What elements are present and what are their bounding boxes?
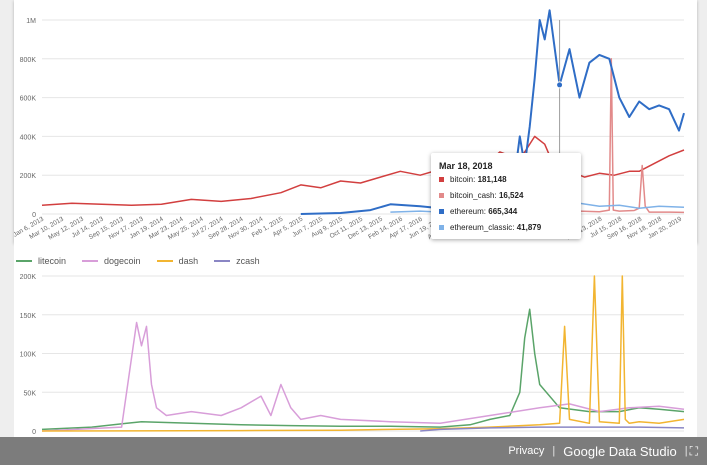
tooltip-row-ethereum: ethereum: 665,344 bbox=[439, 203, 581, 219]
tooltip-row-bitcoin: bitcoin: 181,148 bbox=[439, 171, 581, 187]
tooltip-date: Mar 18, 2018 bbox=[439, 161, 493, 171]
y-tick-label: 600K bbox=[20, 96, 37, 103]
hover-tooltip: Mar 18, 2018 bitcoin: 181,148 bitcoin_ca… bbox=[431, 153, 581, 239]
google-data-studio-link[interactable]: Google Data Studio bbox=[563, 443, 677, 459]
y-tick-label: 0 bbox=[32, 212, 36, 219]
tooltip-row-ethereum-classic: ethereum_classic: 41,879 bbox=[439, 219, 581, 235]
legend-item-litecoin[interactable]: litecoin bbox=[16, 256, 66, 266]
bottom-chart-legend: litecoin dogecoin dash zcash bbox=[16, 256, 276, 266]
bottom-line-chart: 0 50K 100K 150K 200K bbox=[20, 274, 685, 436]
hover-point bbox=[556, 81, 564, 89]
series-line-zcash[interactable] bbox=[420, 426, 685, 432]
embed-footer: Privacy | Google Data Studio | ⛶ bbox=[0, 437, 707, 465]
footer-separator-2: | bbox=[684, 445, 688, 457]
series-line-dogecoin[interactable] bbox=[41, 321, 685, 432]
y-tick-label: 0 bbox=[32, 429, 36, 436]
y-tick-label: 200K bbox=[20, 274, 37, 281]
bottom-chart-panel: 0 50K 100K 150K 200K bbox=[14, 243, 697, 437]
fullscreen-icon[interactable]: ⛶ bbox=[689, 443, 698, 458]
top-chart-panel: 0 200K 400K 600K 800K 1M Jan 6, 2013 Mar 10, 20… bbox=[12, 0, 697, 243]
footer-separator: | bbox=[552, 445, 556, 457]
legend-item-zcash[interactable]: zcash bbox=[214, 256, 260, 266]
y-tick-label: 200K bbox=[20, 173, 37, 180]
privacy-link[interactable]: Privacy bbox=[508, 445, 545, 457]
series-line-dash[interactable] bbox=[41, 275, 685, 432]
y-tick-label: 50K bbox=[24, 390, 37, 397]
series-line-bitcoin[interactable] bbox=[41, 135, 685, 207]
y-tick-label: 150K bbox=[20, 313, 37, 320]
y-tick-label: 400K bbox=[20, 134, 37, 141]
tooltip-row-bitcoin-cash: bitcoin_cash: 16,524 bbox=[439, 187, 581, 203]
y-tick-label: 800K bbox=[20, 57, 37, 64]
legend-item-dogecoin[interactable]: dogecoin bbox=[82, 256, 141, 266]
y-tick-label: 1M bbox=[26, 18, 36, 25]
legend-item-dash[interactable]: dash bbox=[156, 256, 198, 266]
y-tick-label: 100K bbox=[20, 352, 37, 359]
